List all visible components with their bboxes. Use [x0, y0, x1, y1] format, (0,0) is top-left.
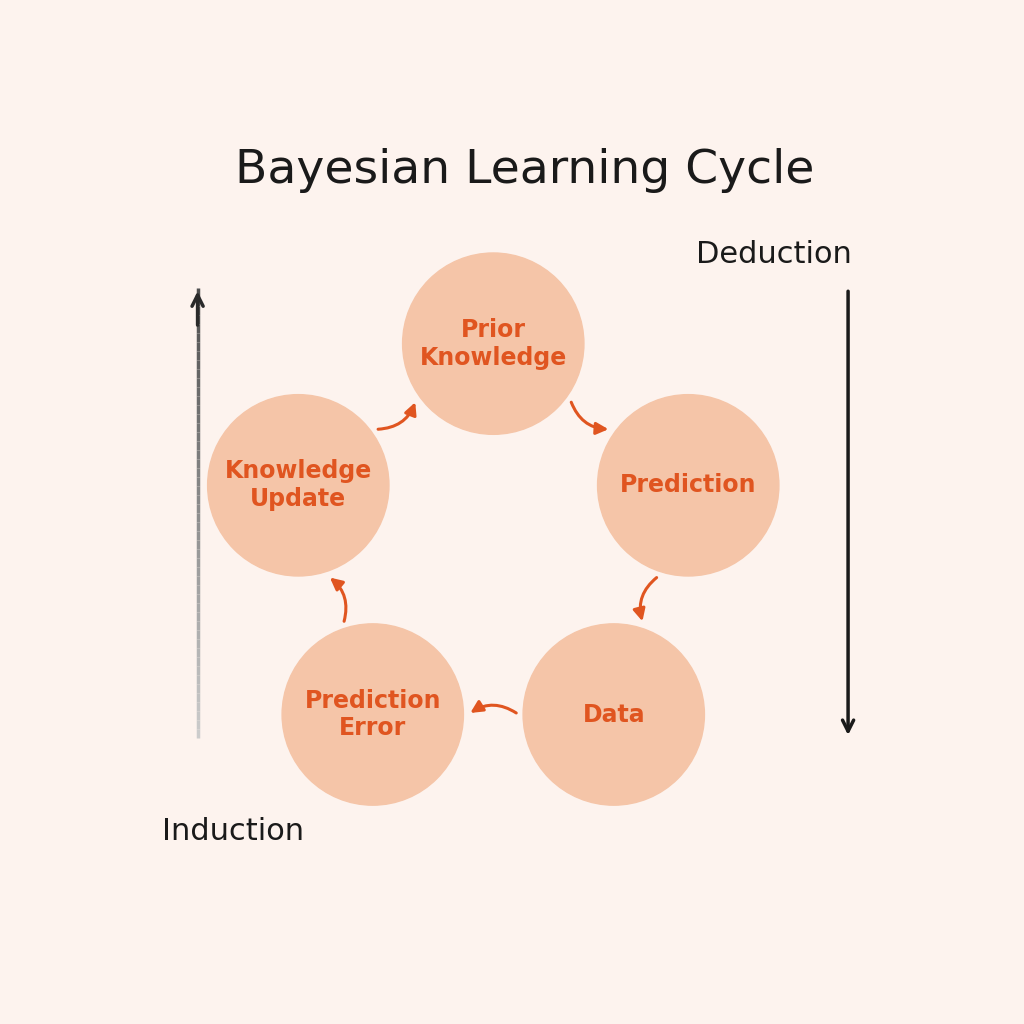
Circle shape — [523, 624, 705, 805]
Circle shape — [598, 394, 779, 575]
FancyArrowPatch shape — [634, 578, 656, 617]
Text: Prior
Knowledge: Prior Knowledge — [420, 317, 567, 370]
FancyArrowPatch shape — [571, 402, 605, 433]
Text: Data: Data — [583, 702, 645, 726]
Circle shape — [402, 253, 584, 434]
FancyArrowPatch shape — [378, 406, 415, 429]
Text: Induction: Induction — [162, 817, 304, 846]
Text: Knowledge
Update: Knowledge Update — [224, 460, 372, 511]
FancyArrowPatch shape — [333, 580, 346, 622]
Text: Bayesian Learning Cycle: Bayesian Learning Cycle — [236, 147, 814, 193]
Circle shape — [282, 624, 464, 805]
Text: Deduction: Deduction — [696, 240, 852, 268]
FancyArrowPatch shape — [473, 701, 516, 713]
Circle shape — [208, 394, 389, 575]
Text: Prediction
Error: Prediction Error — [304, 688, 441, 740]
Text: Prediction: Prediction — [620, 473, 757, 498]
